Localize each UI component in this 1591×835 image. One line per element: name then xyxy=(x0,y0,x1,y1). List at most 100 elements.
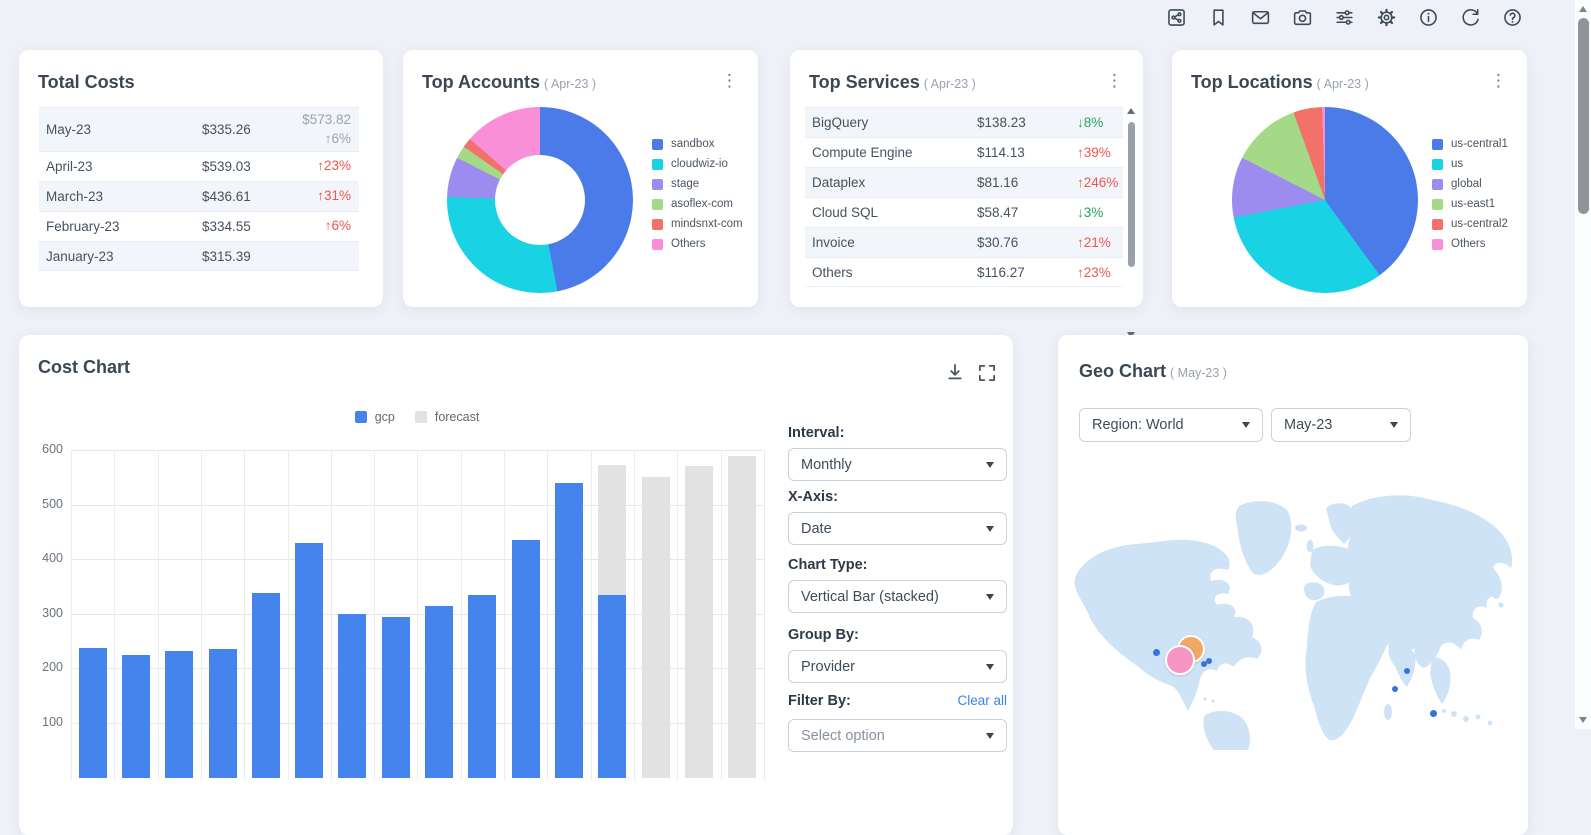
interval-dropdown[interactable]: Monthly xyxy=(788,448,1007,481)
y-axis-tick-label: 200 xyxy=(42,660,63,675)
gridline xyxy=(71,559,763,561)
scrollbar-thumb[interactable] xyxy=(1578,18,1589,214)
month-dropdown[interactable]: May-23 xyxy=(1271,408,1411,442)
gridline xyxy=(114,450,116,780)
bar-gcp xyxy=(338,613,367,778)
control-label: Chart Type: xyxy=(788,557,868,573)
legend-swatch xyxy=(652,238,663,250)
change-cell: ↑6% xyxy=(302,217,359,235)
month-cell: February-23 xyxy=(46,219,120,234)
bar-gcp xyxy=(251,593,280,778)
services-scrollbar[interactable] xyxy=(1127,108,1136,338)
legend-label: sandbox xyxy=(671,138,715,150)
bar-gcp xyxy=(121,654,150,778)
region-value: Region: World xyxy=(1092,417,1184,433)
info-icon[interactable] xyxy=(1418,7,1439,28)
dropdown-value: Vertical Bar (stacked) xyxy=(801,588,939,605)
scroll-up-arrow-icon[interactable] xyxy=(1579,6,1587,12)
map-bubble xyxy=(1165,645,1195,675)
legend-swatch xyxy=(1432,178,1443,190)
camera-icon[interactable] xyxy=(1292,7,1313,28)
y-axis-tick-label: 400 xyxy=(42,551,63,566)
top-locations-pie-chart xyxy=(1232,107,1418,293)
chevron-down-icon xyxy=(1242,422,1250,428)
legend-swatch xyxy=(1432,198,1443,210)
filter-by-dropdown[interactable]: Select option xyxy=(788,719,1007,752)
card-title: Cost Chart xyxy=(38,357,131,377)
geo-chart-card: Geo Chart( May-23 ) Region: World May-23 xyxy=(1058,335,1528,835)
month-cell: April-23 xyxy=(46,159,93,174)
y-axis-tick-label: 600 xyxy=(42,442,63,456)
settings-gear-icon[interactable] xyxy=(1376,7,1397,28)
value-cell: $335.26 xyxy=(202,122,251,137)
legend-item: gcp xyxy=(354,410,395,424)
gridline xyxy=(590,450,592,780)
bar-gcp xyxy=(598,594,627,778)
legend-label: asoflex-com xyxy=(671,198,733,210)
legend-swatch xyxy=(1432,138,1443,150)
value-cell: $539.03 xyxy=(202,159,251,174)
card-period: ( Apr-23 ) xyxy=(544,77,597,91)
change-line: ↑6% xyxy=(324,218,351,234)
service-name-cell: Dataplex xyxy=(812,175,866,190)
table-row: May-23 $335.26 $573.82 ↑6% xyxy=(39,107,359,151)
gridline xyxy=(330,450,332,780)
tune-icon[interactable] xyxy=(1334,7,1355,28)
legend-label: stage xyxy=(671,178,700,190)
top-services-table: BigQuery $138.23 ↓8% Compute Engine $114.13 ↑… xyxy=(805,107,1123,287)
table-row: Compute Engine $114.13 ↑39% xyxy=(805,137,1123,167)
geo-map xyxy=(1058,450,1528,750)
gridline xyxy=(677,450,679,780)
gridline xyxy=(287,450,289,780)
refresh-icon[interactable] xyxy=(1460,7,1481,28)
mail-icon[interactable] xyxy=(1250,7,1271,28)
scrollbar-thumb[interactable] xyxy=(1128,122,1135,267)
value-cell: $114.13 xyxy=(977,145,1025,160)
fullscreen-icon[interactable] xyxy=(976,362,998,384)
gridline xyxy=(157,450,159,780)
xaxis-dropdown[interactable]: Date xyxy=(788,512,1007,545)
legend-swatch xyxy=(652,178,663,190)
donut-hole xyxy=(495,155,585,245)
groupby-dropdown[interactable]: Provider xyxy=(788,650,1007,683)
charttype-dropdown[interactable]: Vertical Bar (stacked) xyxy=(788,580,1007,613)
table-row: Others $116.27 ↑23% xyxy=(805,257,1123,287)
legend-swatch xyxy=(414,411,427,423)
clear-all-link[interactable]: Clear all xyxy=(957,693,1007,708)
geo-map-markers xyxy=(1058,450,1528,750)
legend-swatch xyxy=(354,411,367,423)
value-cell: $138.23 xyxy=(977,115,1026,130)
card-title: Total Costs xyxy=(38,72,135,92)
page-scrollbar[interactable] xyxy=(1574,0,1591,729)
control-label: X-Axis: xyxy=(788,489,838,505)
map-dot xyxy=(1403,667,1411,675)
legend-item: sandbox xyxy=(652,138,743,150)
legend-item: mindsnxt-com xyxy=(652,218,743,230)
dropdown-value: Provider xyxy=(801,658,855,675)
card-menu-button[interactable]: ⋮ xyxy=(721,71,738,90)
scroll-down-arrow-icon[interactable] xyxy=(1579,717,1587,723)
legend-swatch xyxy=(1432,158,1443,170)
scroll-up-arrow-icon[interactable] xyxy=(1127,108,1135,114)
bar-forecast xyxy=(728,455,757,778)
legend-item: cloudwiz-io xyxy=(652,158,743,170)
card-title: Top Locations( Apr-23 ) xyxy=(1191,72,1369,92)
bookmark-icon[interactable] xyxy=(1208,7,1229,28)
download-icon[interactable] xyxy=(944,361,966,383)
legend-item: Others xyxy=(652,238,743,250)
change-cell: ↓8% xyxy=(1077,115,1104,130)
bar-forecast xyxy=(641,476,670,778)
card-menu-button[interactable]: ⋮ xyxy=(1106,71,1123,90)
card-menu-button[interactable]: ⋮ xyxy=(1490,71,1507,90)
bar-gcp xyxy=(208,648,237,778)
help-icon[interactable] xyxy=(1502,7,1523,28)
legend-swatch xyxy=(652,138,663,150)
bar-gcp xyxy=(78,648,107,778)
legend-label: cloudwiz-io xyxy=(671,158,728,170)
region-dropdown[interactable]: Region: World xyxy=(1079,408,1263,442)
change-cell: ↑23% xyxy=(302,157,359,175)
bar-gcp xyxy=(381,616,410,778)
bar-gcp xyxy=(468,595,497,778)
share-icon[interactable] xyxy=(1166,7,1187,28)
top-accounts-legend: sandbox cloudwiz-io stage asoflex-com mindsn… xyxy=(652,138,743,258)
